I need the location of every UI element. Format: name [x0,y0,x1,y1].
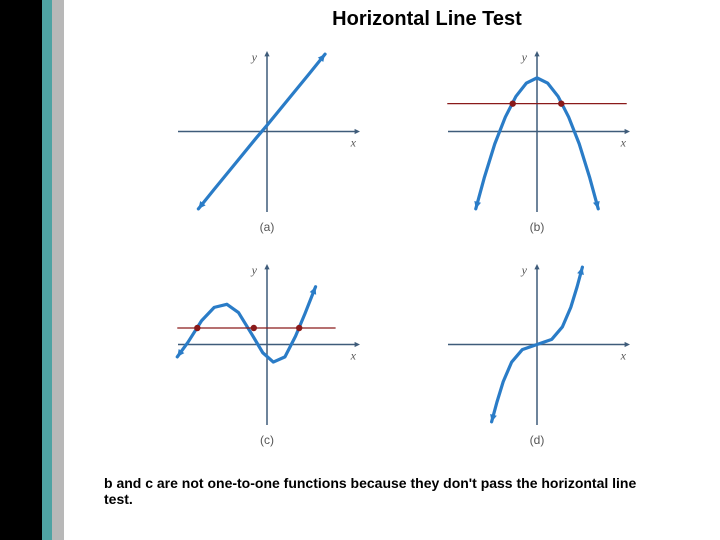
panel-grid: xy (a) xy (b) xy (c) xy (d) [167,49,637,447]
panel-c: xy (c) [167,262,367,447]
svg-text:x: x [620,349,627,363]
panel-c-label: (c) [260,433,274,447]
plot-c: xy [172,262,362,427]
caption-text: b and c are not one-to-one functions bec… [104,475,664,507]
panel-d: xy (d) [437,262,637,447]
plot-b: xy [442,49,632,214]
left-decorative-stripe [0,0,64,540]
panel-a: xy (a) [167,49,367,234]
plot-a: xy [172,49,362,214]
plot-d: xy [442,262,632,427]
svg-text:x: x [350,136,357,150]
stripe-black [0,0,42,540]
panel-d-label: (d) [530,433,545,447]
panel-b: xy (b) [437,49,637,234]
stripe-gray [52,0,64,540]
svg-text:x: x [350,349,357,363]
svg-text:y: y [521,263,528,277]
panel-b-label: (b) [530,220,545,234]
page-title: Horizontal Line Test [154,8,700,31]
stripe-teal [42,0,52,540]
content-area: Horizontal Line Test xy (a) xy (b) xy (c… [64,0,720,540]
svg-text:y: y [251,263,258,277]
svg-text:y: y [521,50,528,64]
panel-a-label: (a) [260,220,275,234]
svg-text:y: y [251,50,258,64]
svg-text:x: x [620,136,627,150]
